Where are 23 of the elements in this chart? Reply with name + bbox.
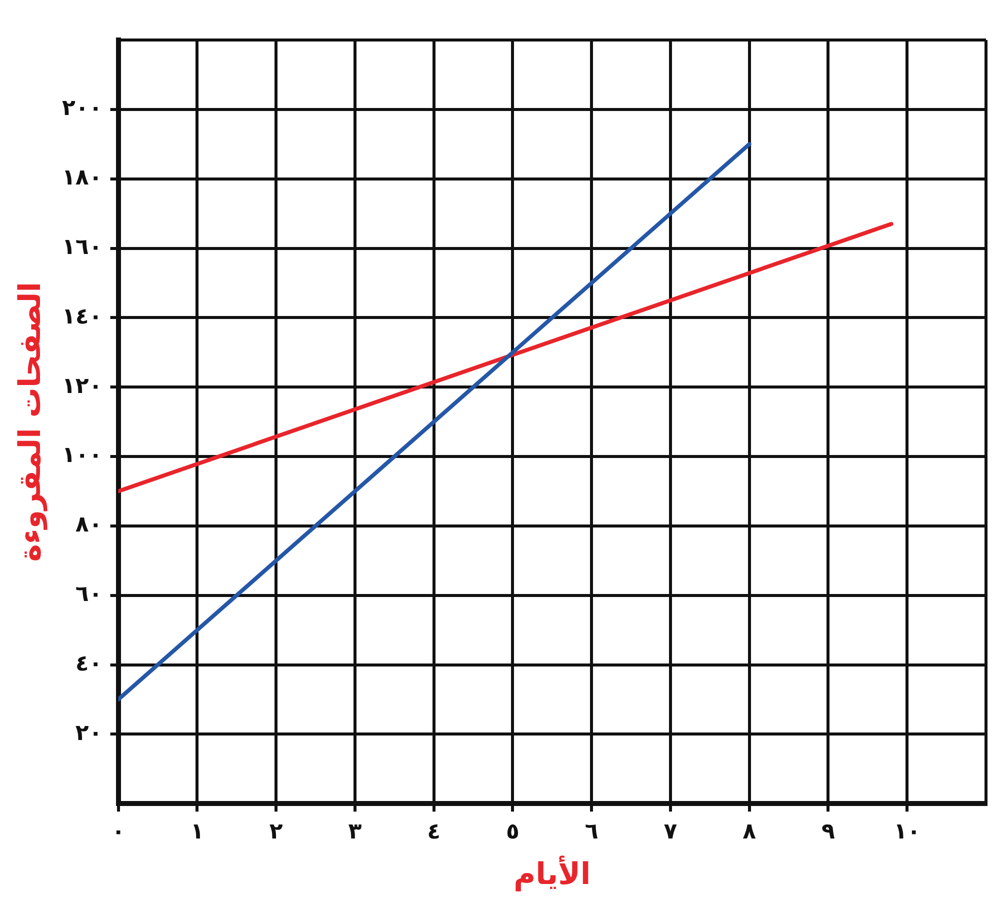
y-tick-label: ٢٠	[75, 720, 102, 746]
x-tick-label: ٨	[742, 820, 757, 845]
x-tick-label: ٢	[269, 820, 284, 845]
x-tick-label: ١	[190, 820, 204, 845]
x-tick-label: ٩	[822, 820, 835, 845]
x-tick-label: ٠	[112, 820, 125, 845]
y-tick-label: ٢٠٠	[62, 96, 102, 122]
x-tick-label: ٣	[348, 820, 362, 845]
y-axis-title: الصفحات المقروءة	[12, 282, 48, 562]
x-tick-label: ٧	[664, 820, 678, 845]
x-tick-label: ٥	[506, 820, 520, 845]
y-tick-label: ٨٠	[75, 512, 102, 538]
y-tick-label: ١٦٠	[62, 234, 102, 260]
x-tick-label: ٤	[427, 820, 441, 845]
y-tick-label: ١٢٠	[62, 374, 102, 399]
y-tick-label: ١٨٠	[62, 166, 102, 191]
x-tick-label: ٦	[584, 820, 598, 845]
y-tick-label: ١٤٠	[62, 304, 102, 330]
y-tick-label: ٤٠	[75, 651, 102, 676]
x-axis-title: الأيام	[514, 854, 591, 892]
x-tick-label: ١٠	[894, 820, 921, 845]
y-tick-label: ٦٠	[75, 582, 102, 608]
y-tick-label: ١٠٠	[62, 443, 102, 468]
